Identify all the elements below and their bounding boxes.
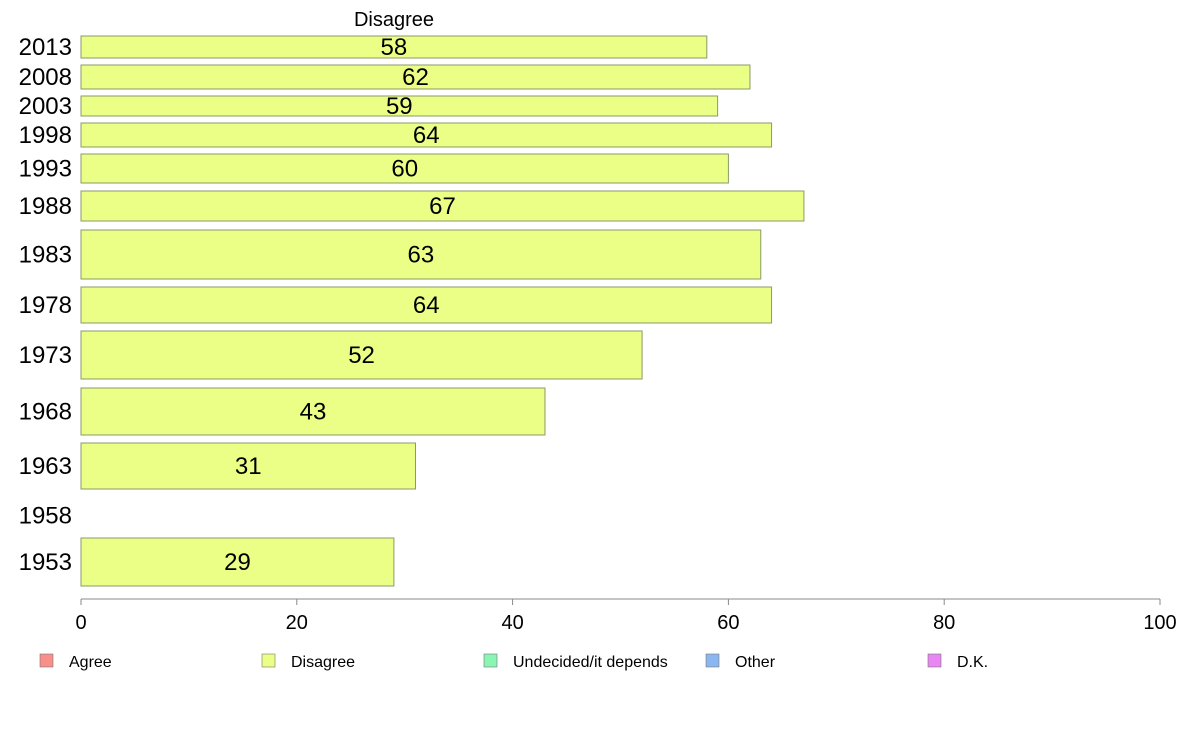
x-axis: 0 20 40 60 80 100 [75,598,1177,634]
legend-label-2: Undecided/it depends [513,654,668,671]
series-header: Disagree [354,9,434,31]
bar-1973 [80,330,643,380]
value-label-2003: 59 [386,93,413,120]
value-label-1953: 29 [224,549,251,576]
category-label-1973: 1973 [19,342,72,369]
bar-1988 [80,190,805,222]
category-label-1963: 1963 [19,453,72,480]
bar-2008 [80,64,751,90]
value-label-1973: 52 [348,342,375,369]
value-label-1968: 43 [300,399,327,426]
value-label-1993: 60 [391,156,418,183]
value-label-1983: 63 [408,242,435,269]
bar-1978 [80,286,773,324]
category-label-1988: 1988 [19,193,72,220]
legend-swatch-2 [483,653,498,668]
category-label-1998: 1998 [19,122,72,149]
legend-label-1: Disagree [291,654,355,671]
category-label-2003: 2003 [19,93,72,120]
legend-label-0: Agree [69,654,112,671]
bar-1953 [80,537,395,587]
x-tick-label-0: 0 [75,612,86,634]
legend-label-4: D.K. [957,654,988,671]
labels-layer: Disagree 2013 58 2008 62 2003 59 1998 64 1993 60 19… [19,9,456,576]
category-label-1993: 1993 [19,156,72,183]
x-tick-label-40: 40 [501,612,523,634]
value-label-2008: 62 [402,64,429,91]
bar-1993 [80,153,729,184]
legend-swatch-1 [261,653,276,668]
bar-1998 [80,122,773,148]
value-label-1978: 64 [413,292,440,319]
category-label-1953: 1953 [19,549,72,576]
value-label-1963: 31 [235,453,262,480]
bar-1963 [80,442,416,490]
category-label-1983: 1983 [19,242,72,269]
x-tick-label-60: 60 [717,612,739,634]
x-tick-label-100: 100 [1143,612,1176,634]
value-label-1988: 67 [429,193,456,220]
category-label-2013: 2013 [19,34,72,61]
bar-2013 [80,35,708,59]
legend-swatch-4 [927,653,942,668]
value-label-1998: 64 [413,122,440,149]
x-tick-label-20: 20 [286,612,308,634]
category-label-2008: 2008 [19,64,72,91]
legend-swatch-0 [39,653,54,668]
bars-layer [80,35,805,587]
x-tick-label-80: 80 [933,612,955,634]
legend: Agree Disagree Undecided/it depends Other D.… [39,653,988,671]
legend-label-3: Other [735,654,776,671]
category-label-1978: 1978 [19,292,72,319]
bar-1968 [80,387,546,436]
category-label-1958: 1958 [19,503,72,530]
legend-swatch-3 [705,653,720,668]
category-label-1968: 1968 [19,399,72,426]
value-label-2013: 58 [381,34,408,61]
bar-1983 [80,229,762,280]
bar-2003 [80,95,719,117]
